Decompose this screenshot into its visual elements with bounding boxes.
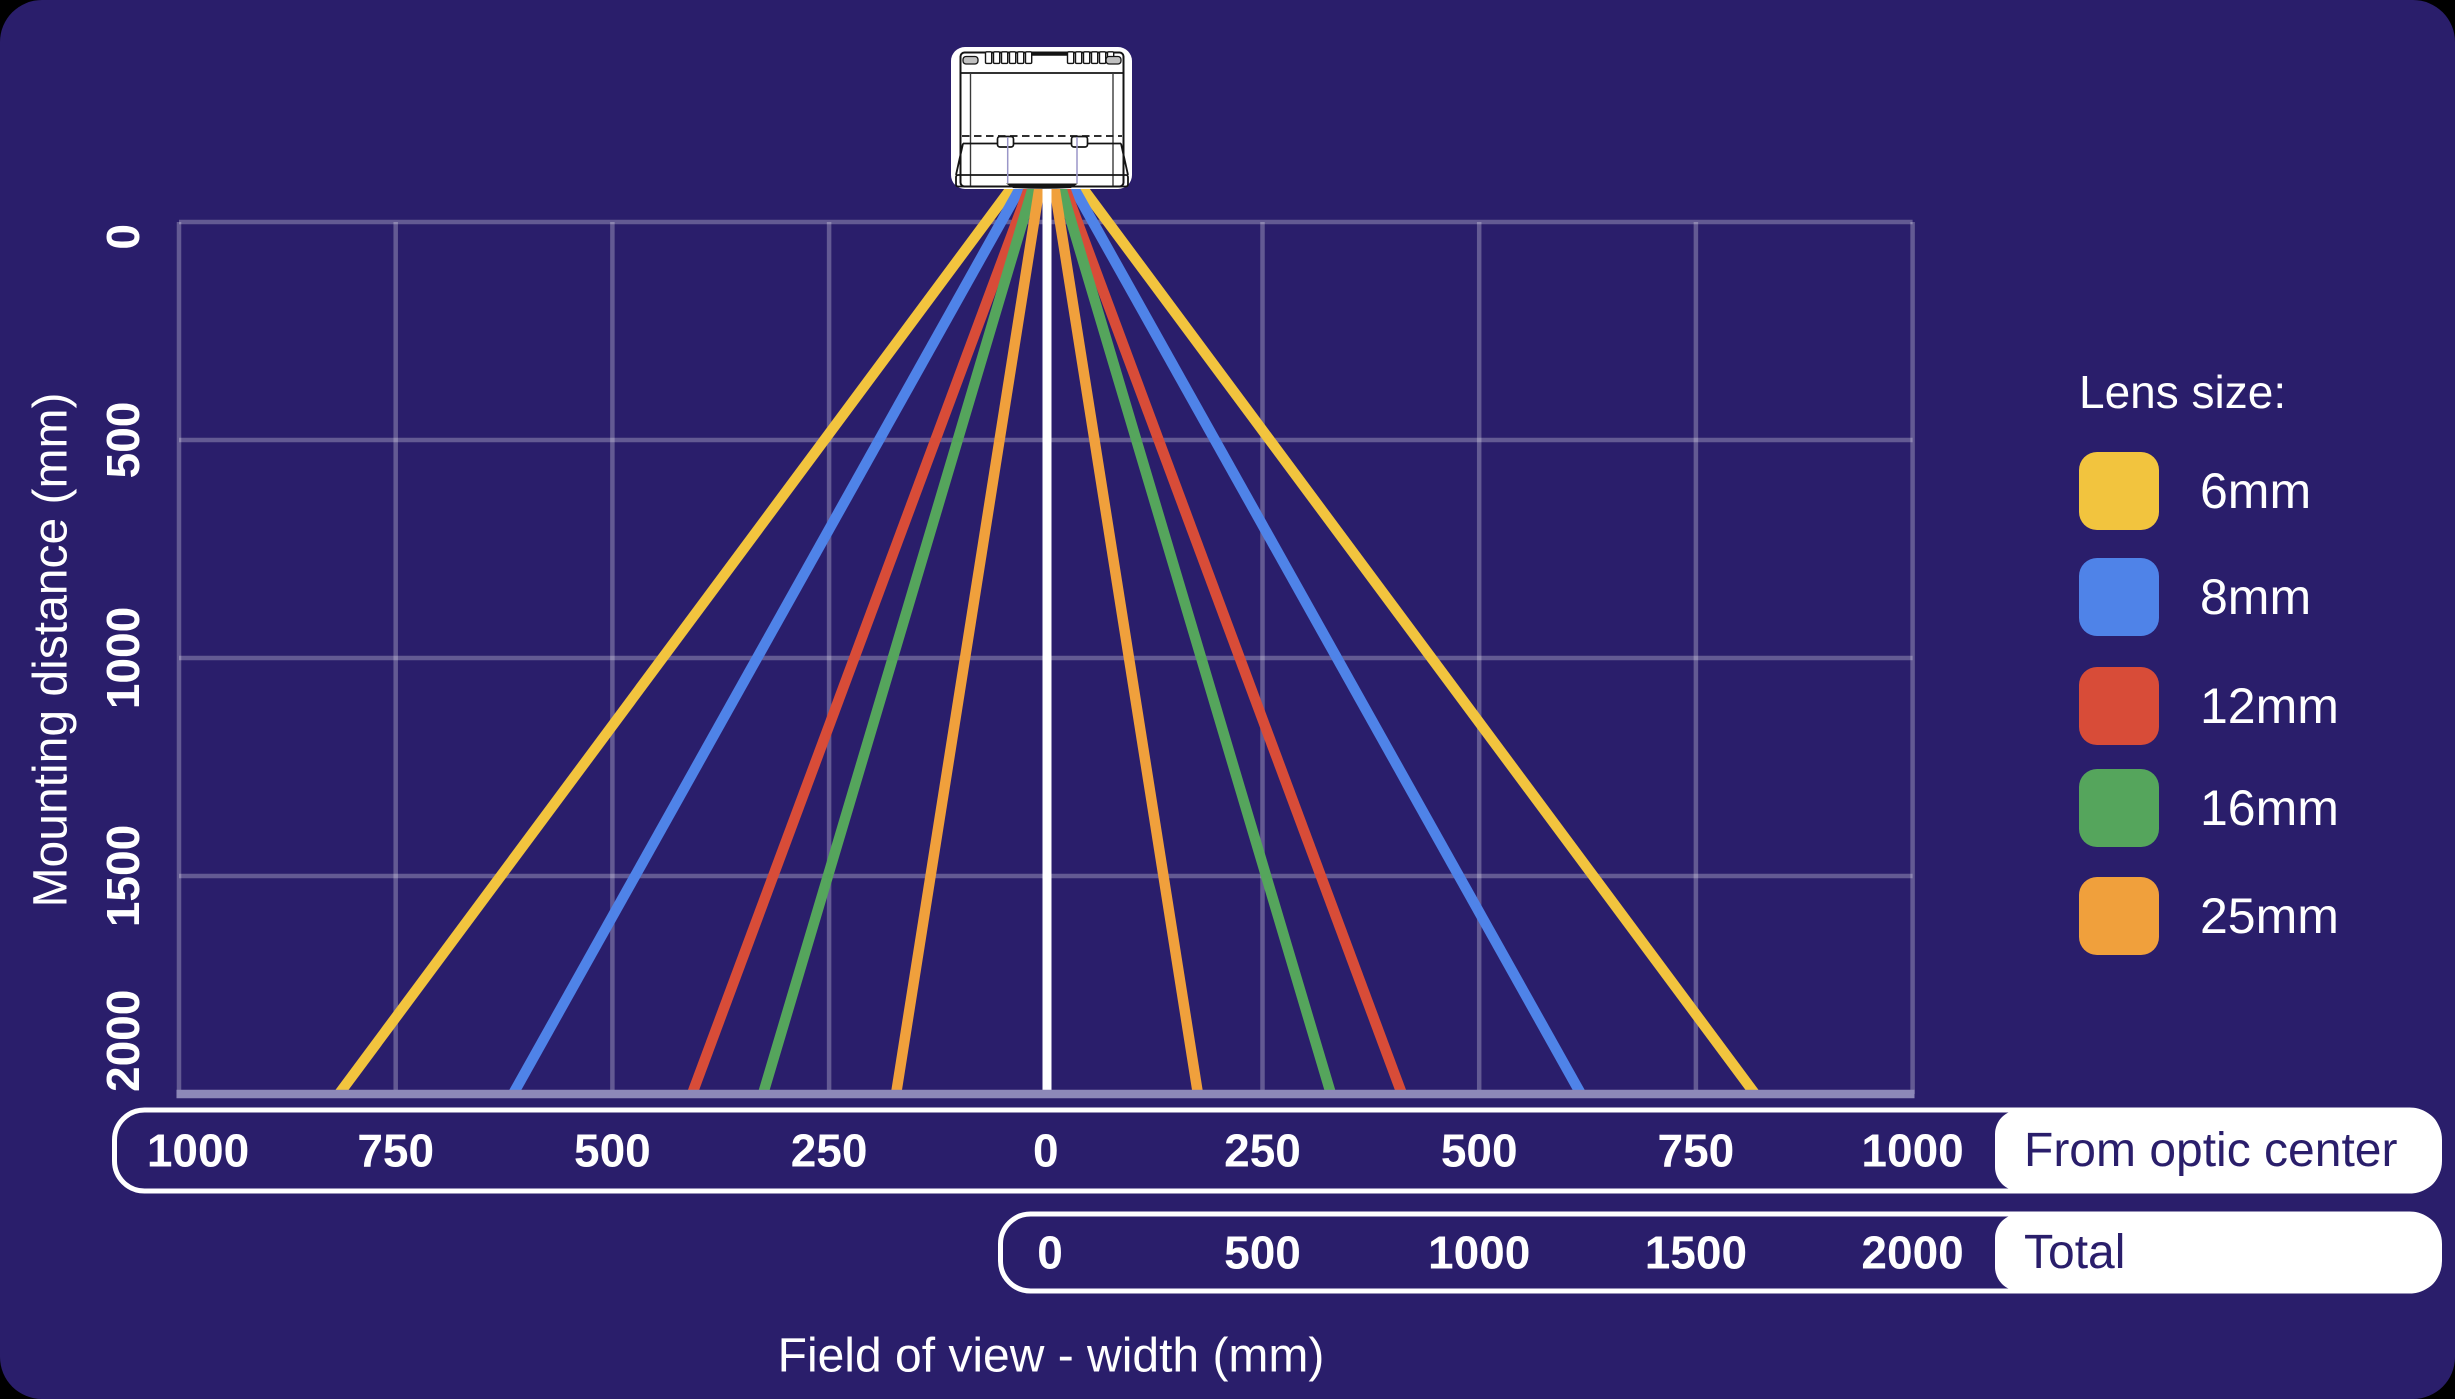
svg-text:1000: 1000 [97,607,149,709]
svg-text:25mm: 25mm [2200,888,2339,944]
svg-text:From optic center: From optic center [2024,1124,2397,1177]
svg-text:1000: 1000 [1428,1227,1530,1279]
svg-text:Field of view - width (mm): Field of view - width (mm) [778,1330,1325,1383]
svg-text:500: 500 [1441,1125,1518,1177]
svg-text:500: 500 [574,1125,651,1177]
svg-text:1500: 1500 [97,825,149,927]
svg-text:1000: 1000 [147,1125,249,1177]
svg-text:500: 500 [1224,1227,1301,1279]
svg-text:750: 750 [357,1125,434,1177]
svg-text:Lens size:: Lens size: [2079,366,2286,418]
svg-text:Mounting distance (mm): Mounting distance (mm) [25,393,78,908]
svg-text:250: 250 [1224,1125,1301,1177]
svg-text:0: 0 [1033,1125,1059,1177]
svg-text:0: 0 [1037,1227,1063,1279]
svg-text:250: 250 [791,1125,868,1177]
svg-text:8mm: 8mm [2200,569,2311,625]
svg-text:750: 750 [1658,1125,1735,1177]
svg-text:Total: Total [2024,1226,2125,1279]
svg-text:2000: 2000 [97,990,149,1092]
svg-text:0: 0 [97,224,149,250]
svg-text:1500: 1500 [1645,1227,1747,1279]
svg-text:1000: 1000 [1861,1125,1963,1177]
svg-text:16mm: 16mm [2200,780,2339,836]
svg-text:12mm: 12mm [2200,678,2339,734]
svg-text:500: 500 [97,402,149,479]
svg-text:2000: 2000 [1861,1227,1963,1279]
svg-text:6mm: 6mm [2200,463,2311,519]
